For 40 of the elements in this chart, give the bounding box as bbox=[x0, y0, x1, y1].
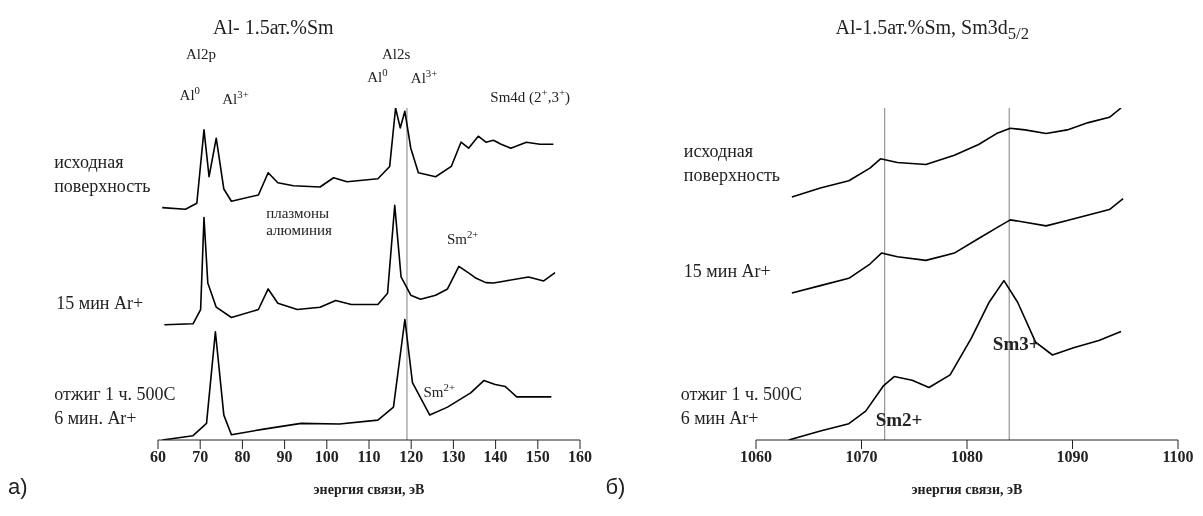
x-axis-title: энергия связи, эВ bbox=[911, 482, 1022, 497]
x-tick-label: 1070 bbox=[845, 448, 877, 466]
annotation: Al$^{0}$ bbox=[179, 83, 200, 103]
annotation: Al$^{3+}$ bbox=[222, 88, 249, 108]
x-tick-label: 110 bbox=[357, 448, 381, 466]
x-tick-label: 120 bbox=[399, 448, 424, 466]
x-tick-label: 140 bbox=[483, 448, 508, 466]
annotation: Al$^{0}$ bbox=[367, 66, 388, 85]
x-tick-label: 1100 bbox=[1161, 448, 1194, 466]
series-label: исходная поверхность bbox=[54, 151, 151, 196]
text: б) bbox=[605, 474, 626, 500]
series-label: 15 мин Ar+ bbox=[56, 292, 144, 313]
x-axis-title: энергия связи, эВ bbox=[313, 482, 425, 497]
series-label: исходная поверхность bbox=[683, 140, 780, 185]
x-tick-label: 100 bbox=[314, 448, 339, 466]
annotation: Al$^{3+}$ bbox=[410, 67, 438, 87]
chart-title: Al- 1.5ат.%Sm bbox=[213, 16, 334, 39]
x-tick-label: 1090 bbox=[1056, 448, 1088, 466]
x-tick-label: 80 bbox=[234, 448, 251, 466]
series-label: 15 мин Ar+ bbox=[683, 260, 771, 281]
x-tick-label: 160 bbox=[568, 448, 592, 466]
x-tick-label: 150 bbox=[525, 448, 550, 466]
annotation: плазмоны алюминия bbox=[266, 204, 332, 238]
annotation: Sm2+ bbox=[875, 408, 922, 430]
x-tick-label: 90 bbox=[276, 448, 293, 466]
x-tick-label: 1060 bbox=[739, 448, 772, 466]
annotation: Sm4d (2$^{+}$,3$^{+}$) bbox=[490, 86, 570, 107]
text: Al2s bbox=[382, 46, 411, 63]
chart-title: Al-1.5ат.%Sm, Sm3d$_{5/2}$ bbox=[835, 16, 1030, 44]
x-tick-label: 1080 bbox=[950, 448, 983, 466]
annotation: Sm$^{2+}$ bbox=[446, 228, 479, 248]
series-label: отжиг 1 ч. 500C 6 мин Ar+ bbox=[680, 384, 802, 428]
x-tick-label: 60 bbox=[150, 448, 166, 466]
text: а) bbox=[8, 474, 28, 500]
annotation: Sm$^{2+}$ bbox=[423, 381, 456, 401]
x-tick-label: 70 bbox=[192, 448, 209, 466]
x-tick-label: 130 bbox=[441, 448, 466, 466]
text: Al2p bbox=[186, 46, 216, 63]
series-label: отжиг 1 ч. 500C 6 мин. Ar+ bbox=[54, 384, 176, 428]
annotation: Sm3+ bbox=[992, 333, 1040, 355]
